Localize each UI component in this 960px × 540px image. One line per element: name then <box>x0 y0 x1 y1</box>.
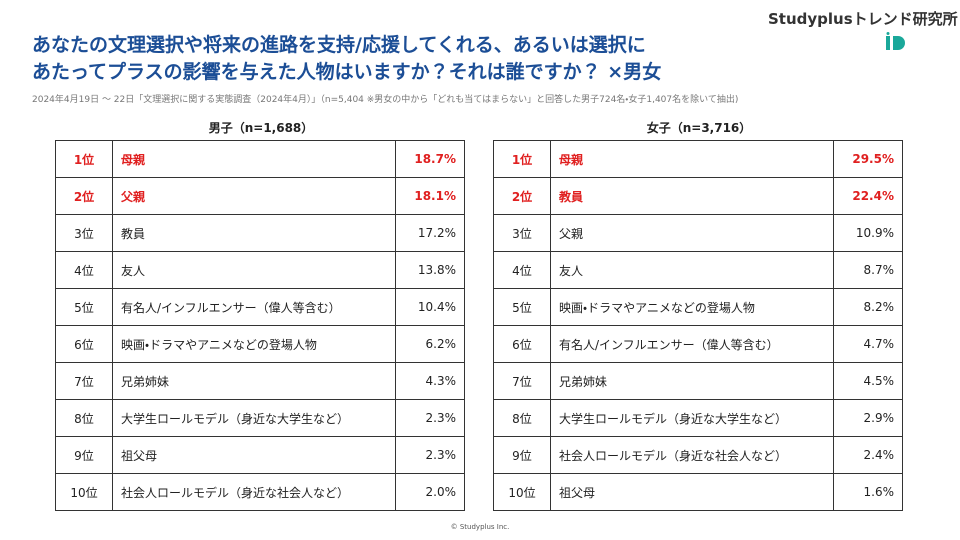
percentage: 2.4% <box>833 436 903 474</box>
logo-icon <box>886 32 905 50</box>
name: 友人 <box>550 251 834 289</box>
percentage: 10.4% <box>395 288 465 326</box>
ranking-row: 4位 友人 8.7% <box>493 251 903 289</box>
rank: 4位 <box>55 251 113 289</box>
rank: 10位 <box>55 473 113 511</box>
rank: 5位 <box>55 288 113 326</box>
ranking-row: 3位 父親 10.9% <box>493 214 903 252</box>
rank: 9位 <box>55 436 113 474</box>
name: 祖父母 <box>112 436 396 474</box>
ranking-row: 2位 父親 18.1% <box>55 177 465 215</box>
rank: 6位 <box>493 325 551 363</box>
rank: 2位 <box>493 177 551 215</box>
name: 大学生ロールモデル（身近な大学生など） <box>550 399 834 437</box>
rank: 3位 <box>55 214 113 252</box>
name: 父親 <box>112 177 396 215</box>
ranking-row: 3位 教員 17.2% <box>55 214 465 252</box>
name: 社会人ロールモデル（身近な社会人など） <box>112 473 396 511</box>
brand: Studyplusトレンド研究所 <box>768 10 958 28</box>
percentage: 2.3% <box>395 399 465 437</box>
rank: 6位 <box>55 325 113 363</box>
ranking-row: 1位 母親 29.5% <box>493 140 903 178</box>
name: 有名人/インフルエンサー（偉人等含む） <box>550 325 834 363</box>
rank: 5位 <box>493 288 551 326</box>
name: 大学生ロールモデル（身近な大学生など） <box>112 399 396 437</box>
percentage: 13.8% <box>395 251 465 289</box>
ranking-row: 1位 母親 18.7% <box>55 140 465 178</box>
rank: 1位 <box>493 140 551 178</box>
name: 兄弟姉妹 <box>550 362 834 400</box>
percentage: 2.9% <box>833 399 903 437</box>
ranking-row: 10位 祖父母 1.6% <box>493 473 903 511</box>
ranking-row: 7位 兄弟姉妹 4.5% <box>493 362 903 400</box>
name: 教員 <box>112 214 396 252</box>
name: 友人 <box>112 251 396 289</box>
ranking-row: 4位 友人 13.8% <box>55 251 465 289</box>
percentage: 18.7% <box>395 140 465 178</box>
rank: 7位 <box>493 362 551 400</box>
ranking-row: 5位 有名人/インフルエンサー（偉人等含む） 10.4% <box>55 288 465 326</box>
percentage: 4.3% <box>395 362 465 400</box>
title-line: あたってプラスの影響を与えた人物はいますか？それは誰ですか？ ×男女 <box>32 61 662 83</box>
ranking-row: 6位 映画・ドラマやアニメなどの登場人物 6.2% <box>55 325 465 363</box>
table-title: 女子（n=3,716） <box>646 121 752 135</box>
rank: 1位 <box>55 140 113 178</box>
ranking-row: 10位 社会人ロールモデル（身近な社会人など） 2.0% <box>55 473 465 511</box>
rank: 8位 <box>55 399 113 437</box>
percentage: 29.5% <box>833 140 903 178</box>
ranking-row: 6位 有名人/インフルエンサー（偉人等含む） 4.7% <box>493 325 903 363</box>
ranking-row: 9位 社会人ロールモデル（身近な社会人など） 2.4% <box>493 436 903 474</box>
name: 母親 <box>550 140 834 178</box>
percentage: 18.1% <box>395 177 465 215</box>
rank: 8位 <box>493 399 551 437</box>
name: 社会人ロールモデル（身近な社会人など） <box>550 436 834 474</box>
table-title: 男子（n=1,688） <box>208 121 314 135</box>
name: 兄弟姉妹 <box>112 362 396 400</box>
percentage: 8.7% <box>833 251 903 289</box>
rank: 4位 <box>493 251 551 289</box>
rank: 7位 <box>55 362 113 400</box>
percentage: 1.6% <box>833 473 903 511</box>
rank: 9位 <box>493 436 551 474</box>
name: 母親 <box>112 140 396 178</box>
ranking-row: 2位 教員 22.4% <box>493 177 903 215</box>
ranking-row: 9位 祖父母 2.3% <box>55 436 465 474</box>
percentage: 2.0% <box>395 473 465 511</box>
percentage: 17.2% <box>395 214 465 252</box>
ranking-row: 8位 大学生ロールモデル（身近な大学生など） 2.9% <box>493 399 903 437</box>
name: 父親 <box>550 214 834 252</box>
ranking-table: 1位 母親 29.5% 2位 教員 22.4% 3位 父親 10.9% 4位 友人 8.7% 5位 映画・… <box>493 140 903 511</box>
name: 映画・ドラマやアニメなどの登場人物 <box>112 325 396 363</box>
percentage: 10.9% <box>833 214 903 252</box>
rank: 2位 <box>55 177 113 215</box>
percentage: 8.2% <box>833 288 903 326</box>
name: 教員 <box>550 177 834 215</box>
copyright: © Studyplus Inc. <box>450 523 510 531</box>
ranking-row: 5位 映画・ドラマやアニメなどの登場人物 8.2% <box>493 288 903 326</box>
percentage: 4.5% <box>833 362 903 400</box>
percentage: 6.2% <box>395 325 465 363</box>
survey-note: 2024年4月19日 〜 22日「文理選択に関する実態調査（2024年4月）」（… <box>32 95 739 105</box>
name: 有名人/インフルエンサー（偉人等含む） <box>112 288 396 326</box>
rank: 10位 <box>493 473 551 511</box>
percentage: 4.7% <box>833 325 903 363</box>
rank: 3位 <box>493 214 551 252</box>
title-line: あなたの文理選択や将来の進路を支持/応援してくれる、あるいは選択に <box>32 34 646 56</box>
ranking-table: 1位 母親 18.7% 2位 父親 18.1% 3位 教員 17.2% 4位 友人 13.8% 5位 有名… <box>55 140 465 511</box>
ranking-row: 7位 兄弟姉妹 4.3% <box>55 362 465 400</box>
ranking-row: 8位 大学生ロールモデル（身近な大学生など） 2.3% <box>55 399 465 437</box>
percentage: 2.3% <box>395 436 465 474</box>
name: 映画・ドラマやアニメなどの登場人物 <box>550 288 834 326</box>
name: 祖父母 <box>550 473 834 511</box>
percentage: 22.4% <box>833 177 903 215</box>
